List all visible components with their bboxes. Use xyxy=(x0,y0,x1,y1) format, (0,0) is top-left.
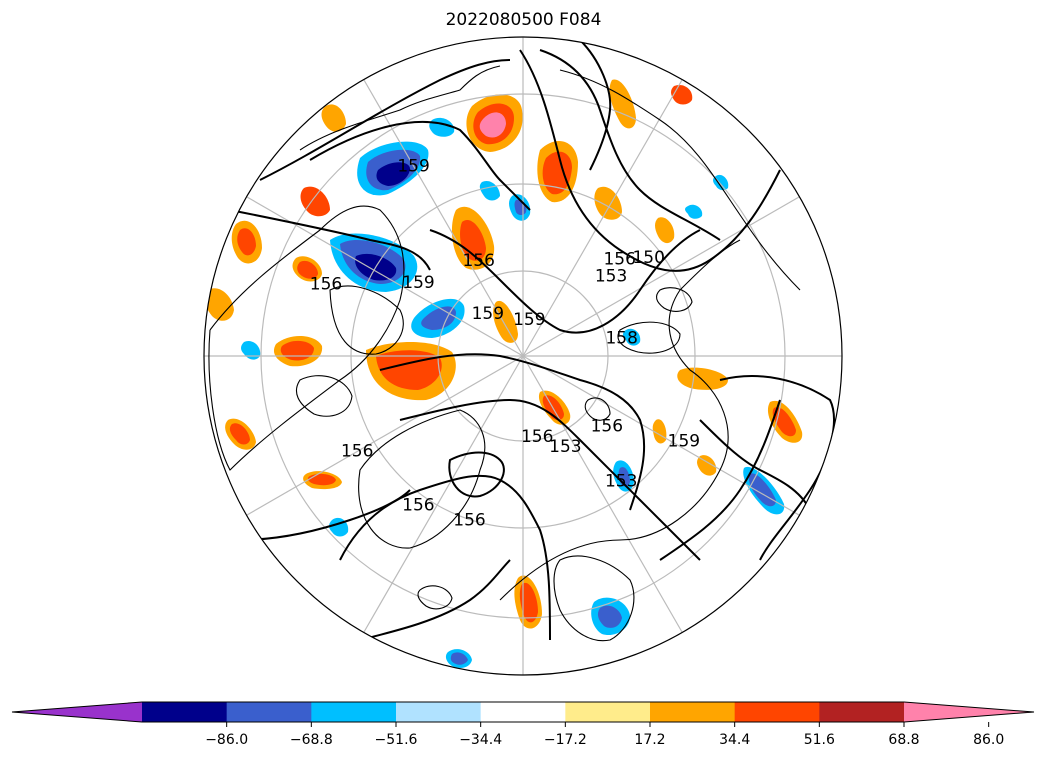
colorbar-segment xyxy=(480,702,566,722)
positive-anomaly-region xyxy=(519,582,538,623)
contour-line xyxy=(659,399,781,561)
positive-anomaly-region xyxy=(321,104,346,132)
iceland-coast xyxy=(417,585,453,610)
contour-label: 159 xyxy=(397,157,429,177)
colorbar-segment xyxy=(311,702,397,722)
contour-label: 153 xyxy=(595,267,627,287)
colorbar-tick-label: 51.6 xyxy=(804,732,835,748)
plot-title: 2022080500 F084 xyxy=(445,10,602,30)
negative-anomaly-region xyxy=(450,652,468,665)
contour-line xyxy=(229,209,431,271)
positive-anomaly-region xyxy=(493,300,518,343)
map-disc xyxy=(204,37,842,675)
greenland-coast xyxy=(358,409,486,549)
map-boundary xyxy=(203,36,843,676)
contour-label: 150 xyxy=(632,248,664,268)
contour-line xyxy=(239,489,411,541)
negative-anomaly-region xyxy=(685,204,703,219)
eurasia-coast xyxy=(499,239,741,601)
colorbar-tick-label: −34.4 xyxy=(459,732,502,748)
colorbar-tick-label: 86.0 xyxy=(973,732,1004,748)
positive-anomaly-region xyxy=(204,288,234,321)
colorbar-outline xyxy=(11,701,1035,723)
contour-label: 159 xyxy=(513,310,545,330)
colorbar-segment xyxy=(734,702,820,722)
contour-label: 153 xyxy=(549,437,581,457)
positive-anomaly-region xyxy=(307,473,336,486)
arctic-archipelago-coast xyxy=(296,375,353,417)
positive-anomaly-region xyxy=(229,423,250,445)
colorbar-extend-low xyxy=(12,702,142,722)
contour-label: 156 xyxy=(521,427,553,447)
colorbar: −86.0 −68.8 −51.6 −34.4 −17.2 17.2 34.4 51.6 68.… xyxy=(11,701,1035,748)
contour-line xyxy=(259,59,511,181)
colorbar-segment xyxy=(226,702,312,722)
positive-anomaly-region xyxy=(677,367,728,390)
positive-anomaly-region xyxy=(652,419,667,444)
positive-anomaly-region xyxy=(297,260,318,279)
coastlines xyxy=(208,65,801,642)
contour-label: 156 xyxy=(402,495,434,515)
colorbar-tick-label: −68.8 xyxy=(290,732,333,748)
colorbar-segment xyxy=(650,702,736,722)
contour-line xyxy=(539,49,721,241)
colorbar-segment xyxy=(565,702,651,722)
svalbard-coast xyxy=(584,397,611,421)
arctic-archipelago-coast xyxy=(329,285,404,355)
contour-label: 156 xyxy=(341,442,373,462)
colorbar-tick-label: −51.6 xyxy=(375,732,418,748)
contour-label: 156 xyxy=(603,249,635,269)
negative-anomaly-region xyxy=(623,328,641,346)
positive-anomaly-region xyxy=(237,228,256,256)
contour-line xyxy=(579,39,612,171)
contour-line xyxy=(379,353,646,511)
contour-line xyxy=(699,419,811,511)
contour-label: 156 xyxy=(462,251,494,271)
contour-line xyxy=(519,49,781,272)
positive-anomaly-region xyxy=(655,217,675,244)
colorbar-extend-high xyxy=(904,702,1034,722)
colorbar-segment xyxy=(819,702,905,722)
positive-anomaly-region xyxy=(542,151,572,195)
negative-anomaly-region xyxy=(713,174,729,191)
contour-line xyxy=(448,451,505,498)
contour-line xyxy=(359,559,511,641)
negative-anomaly-region xyxy=(241,340,261,360)
anomaly-shading xyxy=(204,79,803,668)
contour-label: 159 xyxy=(472,304,504,324)
positive-anomaly-region xyxy=(479,112,506,138)
contour-line xyxy=(399,398,701,561)
positive-anomaly-region xyxy=(300,186,330,217)
contour-label: 156 xyxy=(453,511,485,531)
north-america-coast xyxy=(208,205,405,471)
height-contours xyxy=(229,39,835,641)
alaska-coast xyxy=(299,65,501,151)
colorbar-segment xyxy=(142,702,228,722)
contour-label: 158 xyxy=(605,329,637,349)
contour-label: 153 xyxy=(605,472,637,492)
contour-labels: 1561561561561531531561591591591581591561… xyxy=(310,157,700,531)
contour-label: 159 xyxy=(402,273,434,293)
contour-line xyxy=(429,229,701,334)
contour-line xyxy=(309,121,531,211)
colorbar-tick-label: 34.4 xyxy=(719,732,750,748)
negative-anomaly-region xyxy=(376,162,410,186)
colorbar-tick-label: −17.2 xyxy=(544,732,587,748)
contour-label: 156 xyxy=(310,274,342,294)
island-coast xyxy=(655,287,693,312)
colorbar-tick-label: 17.2 xyxy=(634,732,665,748)
negative-anomaly-region xyxy=(597,605,622,628)
contour-label: 156 xyxy=(591,416,623,436)
colorbar-tick-label: 68.8 xyxy=(888,732,919,748)
positive-anomaly-region xyxy=(697,455,717,476)
colorbar-segment xyxy=(396,702,482,722)
scandinavia-coast xyxy=(553,555,635,642)
island-coast xyxy=(617,321,681,354)
siberia-coast xyxy=(559,69,801,291)
contour-label: 159 xyxy=(668,432,700,452)
colorbar-tick-label: −86.0 xyxy=(205,732,248,748)
